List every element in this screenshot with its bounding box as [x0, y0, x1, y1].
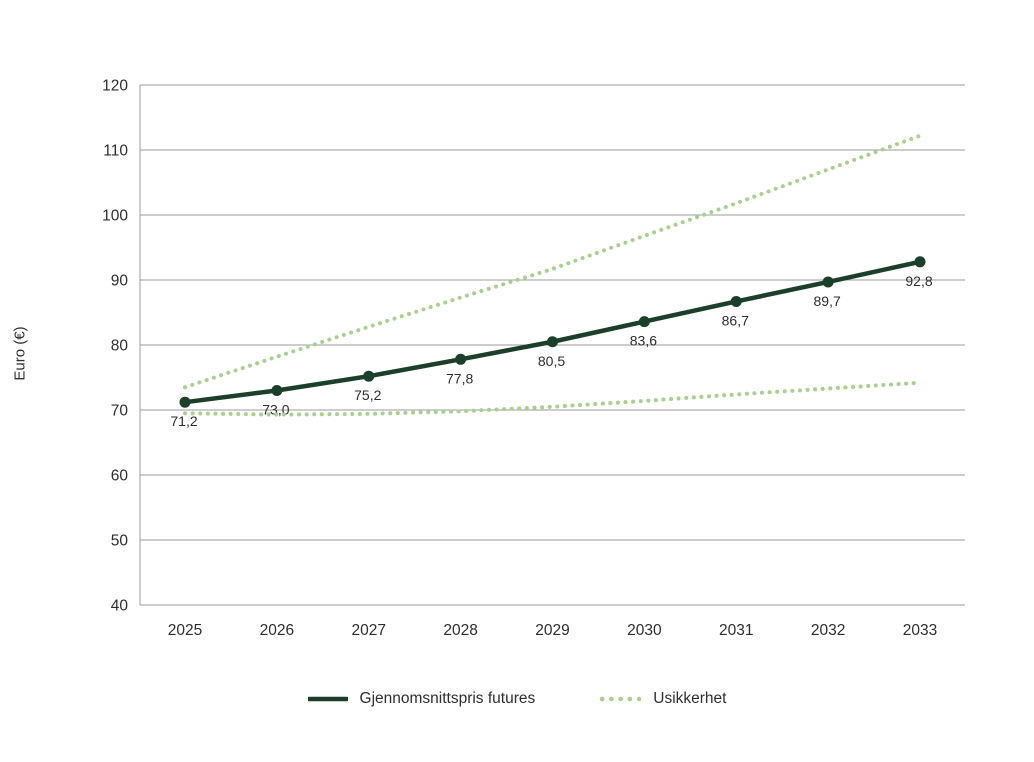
y-tick-label: 100 — [102, 208, 128, 225]
y-tick-label: 110 — [103, 143, 128, 160]
x-tick-label: 2030 — [627, 622, 662, 639]
series-line-0 — [184, 259, 921, 405]
y-tick-label: 50 — [111, 533, 129, 550]
x-tick-label: 2028 — [443, 622, 477, 639]
data-point — [638, 316, 650, 328]
y-tick-label: 40 — [111, 598, 129, 615]
legend-item-usikkerhet: Usikkerhet — [599, 690, 726, 708]
data-point — [914, 256, 926, 268]
legend: Gjennomsnittspris futures Usikkerhet — [0, 682, 1034, 716]
x-tick-label: 2027 — [352, 622, 386, 639]
y-tick-label: 60 — [111, 468, 129, 485]
data-label: 86,7 — [722, 312, 749, 328]
y-tick-label: 70 — [111, 403, 129, 420]
data-label: 71,2 — [170, 413, 197, 429]
data-point — [271, 385, 283, 396]
data-point — [730, 295, 742, 307]
y-axis-title: Euro (€) — [11, 326, 29, 381]
legend-solid-line-icon — [307, 696, 348, 702]
data-point — [363, 370, 375, 382]
data-label: 92,8 — [905, 273, 932, 289]
data-label: 83,6 — [630, 333, 657, 349]
data-label: 80,5 — [538, 353, 565, 369]
data-point — [455, 353, 467, 365]
x-tick-label: 2025 — [168, 622, 202, 639]
data-point — [179, 396, 191, 408]
data-point — [547, 336, 558, 348]
x-tick-label: 2026 — [260, 622, 294, 639]
series-line-1 — [183, 133, 922, 390]
y-tick-label: 90 — [111, 273, 129, 290]
y-tick-label: 80 — [111, 338, 129, 355]
data-point — [822, 276, 834, 288]
legend-dotted-line-icon — [600, 696, 642, 702]
legend-item-futures: Gjennomsnittspris futures — [307, 690, 536, 708]
x-tick-label: 2031 — [719, 622, 753, 639]
y-tick-label: 120 — [102, 78, 128, 95]
x-tick-label: 2029 — [535, 622, 569, 639]
series-line-2 — [183, 380, 922, 417]
legend-label-futures: Gjennomsnittspris futures — [359, 690, 536, 707]
data-label: 75,2 — [354, 387, 381, 403]
data-label: 77,8 — [446, 370, 473, 386]
x-tick-label: 2032 — [811, 622, 845, 639]
data-label: 89,7 — [814, 293, 841, 309]
x-tick-label: 2033 — [903, 622, 937, 639]
legend-label-usikkerhet: Usikkerhet — [653, 690, 727, 707]
